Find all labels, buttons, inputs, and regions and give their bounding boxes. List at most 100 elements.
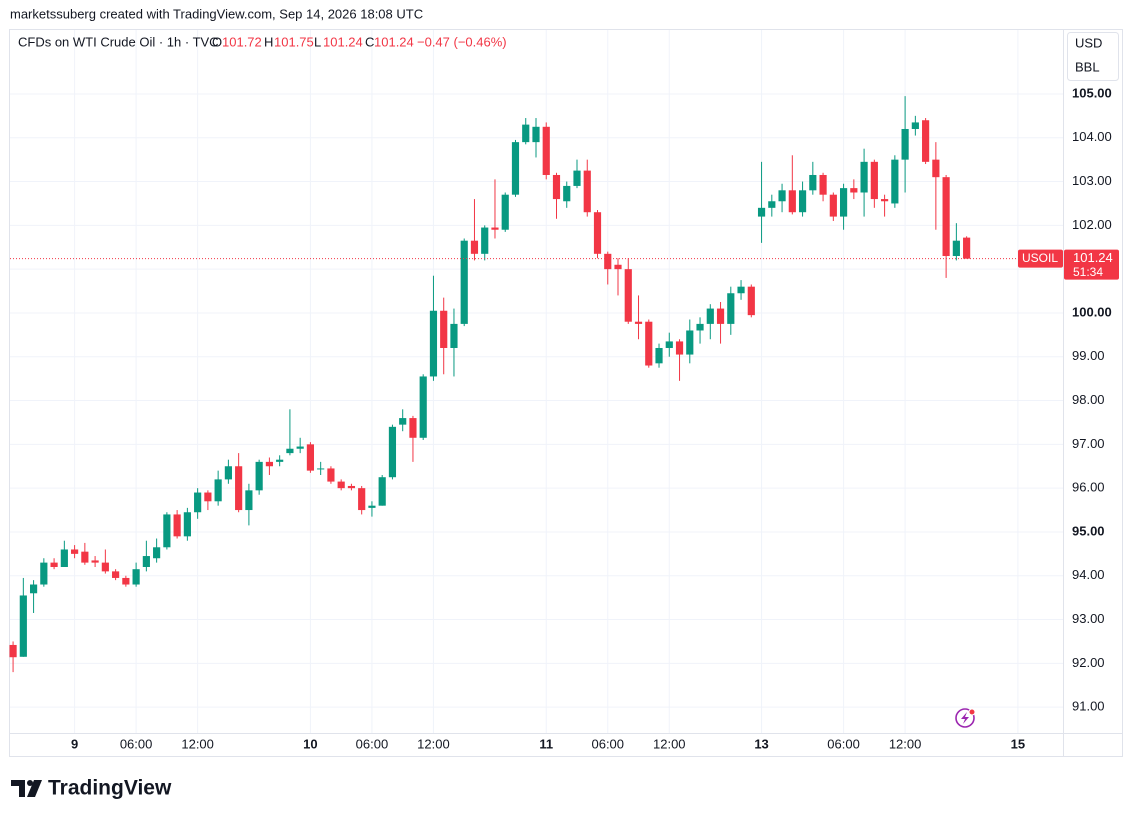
candle-body	[132, 569, 140, 585]
x-tick-label: 06:00	[120, 736, 153, 751]
candle-body	[224, 466, 232, 480]
candle-body	[317, 468, 325, 470]
candle-body	[450, 323, 458, 348]
candle-body	[788, 190, 796, 213]
candle-body	[675, 341, 684, 355]
x-tick-label: 15	[1011, 736, 1025, 751]
candle-body	[50, 562, 58, 567]
ohlc-value: 101.72	[222, 34, 262, 49]
candle-body	[40, 562, 48, 585]
x-tick-label: 10	[303, 736, 317, 751]
candle-body	[440, 310, 448, 348]
ohlc-value: 101.75	[274, 34, 314, 49]
candle-body	[757, 207, 766, 217]
alert-icon[interactable]	[955, 708, 976, 728]
y-tick-label: 97.00	[1072, 436, 1105, 451]
y-tick-label: 91.00	[1072, 699, 1105, 714]
candle-body	[255, 461, 263, 491]
candle-body	[460, 240, 468, 324]
x-tick-label: 06:00	[591, 736, 624, 751]
candle-body	[194, 492, 202, 513]
x-tick-label: 06:00	[356, 736, 389, 751]
candle-body	[686, 330, 694, 355]
candle-body	[173, 514, 181, 537]
candle-body	[306, 444, 315, 471]
y-tick-label: 103.00	[1072, 173, 1112, 188]
candle-body	[470, 240, 479, 254]
candle-body	[798, 190, 807, 213]
candle-body	[881, 199, 889, 202]
candle-body	[614, 264, 622, 270]
candle-body	[891, 159, 899, 204]
ohlc-label: H	[264, 34, 273, 49]
candle-body	[358, 488, 366, 511]
candle-body	[399, 418, 407, 425]
candle-body	[604, 253, 612, 270]
candle-body	[419, 376, 427, 438]
candle-body	[922, 120, 930, 162]
candle-body	[593, 212, 602, 254]
candle-body	[142, 556, 150, 567]
y-tick-label: 96.00	[1072, 480, 1105, 495]
candle-body	[809, 174, 817, 191]
candle-body	[716, 308, 725, 324]
y-tick-label: 95.00	[1072, 523, 1105, 538]
candle-body	[665, 341, 673, 348]
y-tick-label: 92.00	[1072, 655, 1105, 670]
candle-body	[122, 577, 130, 585]
candle-body	[583, 170, 591, 213]
candle-body	[501, 194, 509, 230]
ohlc-value: 101.24	[374, 34, 414, 49]
unit-box[interactable]	[1067, 32, 1119, 81]
logo: TradingView	[48, 777, 172, 800]
candle-body	[71, 549, 79, 554]
currency[interactable]: USD	[1075, 35, 1102, 50]
candle-body	[839, 188, 848, 217]
candle-body	[245, 490, 253, 511]
y-tick-label: 99.00	[1072, 348, 1105, 363]
candle-body	[737, 286, 745, 294]
candle-body	[706, 308, 714, 324]
candle-body	[388, 426, 397, 478]
candle-body	[81, 551, 89, 563]
candle-body	[327, 468, 335, 482]
candle-body	[727, 293, 735, 324]
frame	[9, 29, 1123, 757]
candle-body	[60, 549, 68, 567]
y-tick-label: 94.00	[1072, 567, 1105, 582]
candle-body	[747, 286, 755, 316]
candle-body	[163, 514, 171, 548]
candle-body	[112, 571, 120, 578]
y-tick-label: 104.00	[1072, 129, 1112, 144]
unit[interactable]: BBL	[1075, 59, 1100, 74]
symbol-badge	[1018, 249, 1063, 268]
candle-body	[522, 124, 530, 143]
candle-body	[850, 188, 858, 193]
candle-body	[952, 240, 960, 257]
logo-icon	[11, 780, 42, 797]
candle-body	[19, 595, 27, 657]
candle-body	[645, 321, 653, 366]
candle-body	[214, 479, 222, 502]
x-tick-label: 11	[539, 736, 553, 751]
x-tick-label: 9	[71, 736, 78, 751]
candle-body	[819, 174, 827, 195]
candle-body	[491, 227, 499, 230]
ohlc-label: L	[314, 34, 321, 49]
candle-body	[29, 584, 38, 594]
candle-body	[911, 122, 919, 129]
ohlc-label: O	[212, 34, 222, 49]
candle-body	[296, 446, 304, 449]
candle-body	[634, 321, 643, 324]
x-tick-label: 12:00	[653, 736, 686, 751]
candle-body	[532, 126, 540, 143]
candle-body	[573, 170, 581, 186]
symbol-label: USOIL	[1022, 251, 1058, 265]
y-tick-label: 93.00	[1072, 611, 1105, 626]
change: −0.47 (−0.46%)	[417, 34, 507, 49]
candle-body	[91, 560, 99, 563]
candle-body	[901, 128, 909, 160]
candle-body	[860, 161, 868, 193]
